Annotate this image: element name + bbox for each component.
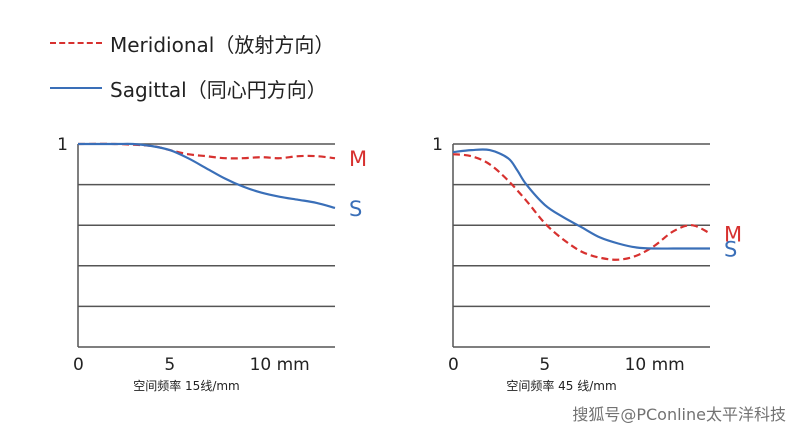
chart2-y-tick-label: 1 [432,135,443,155]
legend: Meridional（放射方向） Sagittal（同心円方向） [0,0,800,120]
chart1-series-sagittal [78,142,336,209]
legend-item-sagittal: Sagittal（同心円方向） [50,73,327,103]
chart1-series-label-meridional: M [349,147,367,171]
legend-item-meridional: Meridional（放射方向） [50,28,334,58]
chart1-x-tick-label: 0 [73,355,84,375]
chart1-x-axis-label: 空间频率 15线/mm [133,378,240,393]
legend-swatch-solid [50,87,102,89]
chart1-y-tick-label: 1 [57,135,68,155]
chart2-x-tick-label: 0 [448,355,459,375]
chart2-x-axis-label: 空间频率 45 线/mm [506,378,616,393]
chart2-x-tick-label: 5 [539,355,550,375]
chart1-x-tick-label: 10 mm [250,355,310,375]
chart2-series-label-meridional: M [724,222,742,246]
chart1-series-meridional [77,142,336,160]
chart1-series-label-sagittal: S [349,197,362,221]
chart2-series-label-sagittal: S [724,238,737,262]
chart1-x-tick-label: 5 [164,355,175,375]
legend-label-sagittal: Sagittal（同心円方向） [110,77,327,102]
chart2-series-meridional [452,153,711,261]
legend-label-meridional: Meridional（放射方向） [110,32,335,57]
watermark: 搜狐号@PConline太平洋科技 [572,405,786,424]
chart2-x-tick-label: 10 mm [625,355,685,375]
chart2-series-sagittal [452,148,711,250]
legend-swatch-dashed [50,42,102,44]
